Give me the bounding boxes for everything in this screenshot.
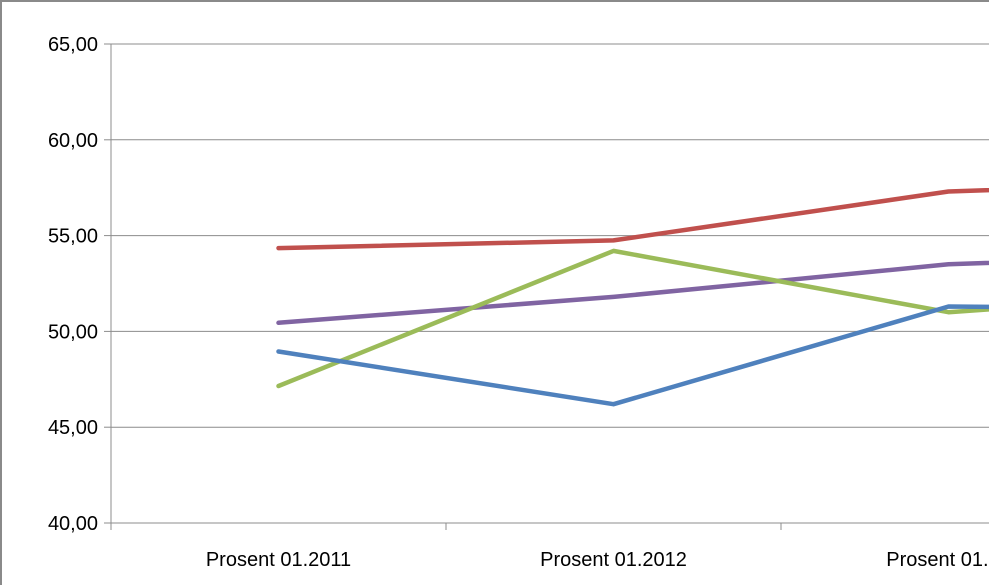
series-line-3 — [276, 248, 989, 389]
series-lines — [276, 187, 989, 407]
x-tick-label: Prosent 01.2012 — [540, 549, 687, 571]
gridlines — [104, 43, 989, 524]
y-tick-label: 45,00 — [48, 417, 98, 439]
y-axis-tick-labels: 40,00 45,00 50,00 55,00 60,00 65,00 — [48, 34, 98, 535]
axes — [110, 44, 989, 530]
y-tick-label: 55,00 — [48, 226, 98, 248]
series-line-1 — [276, 187, 989, 251]
y-tick-label: 50,00 — [48, 321, 98, 343]
x-axis-tick-labels: Prosent 01.2011 Prosent 01.2012 Prosent 01… — [206, 549, 989, 571]
y-tick-label: 40,00 — [48, 513, 98, 535]
x-tick-label: Prosent 01.01 — [886, 549, 989, 571]
x-tick-label: Prosent 01.2011 — [206, 549, 351, 571]
series-line-4 — [276, 304, 989, 407]
series-line-2 — [276, 260, 989, 326]
y-tick-label: 65,00 — [48, 34, 98, 56]
y-tick-label: 60,00 — [48, 130, 98, 152]
